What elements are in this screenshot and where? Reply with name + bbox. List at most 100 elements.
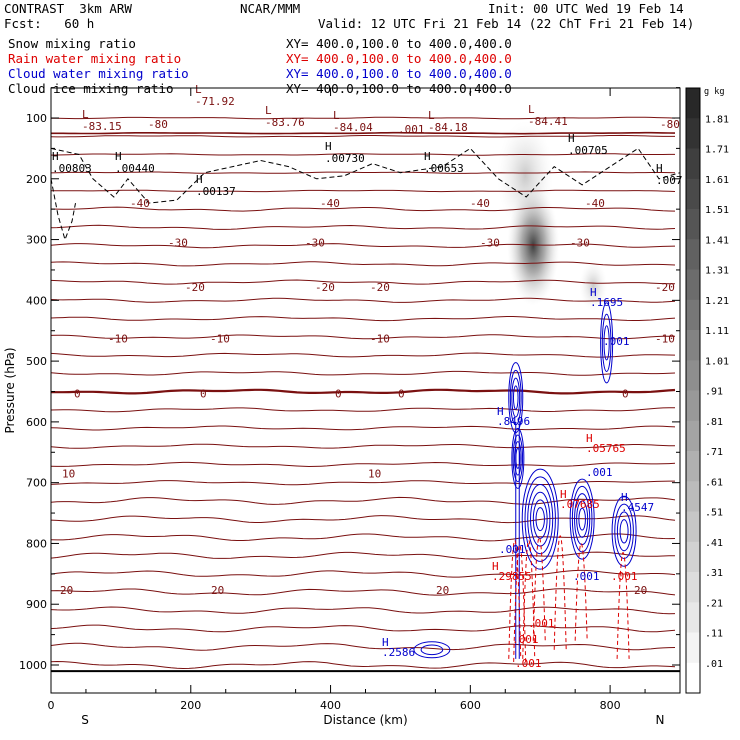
cloud-water-contour bbox=[616, 511, 632, 552]
cloud-water-contour bbox=[420, 644, 444, 656]
temperature-contour-label: 20 bbox=[211, 584, 224, 597]
temperature-contour-line bbox=[51, 297, 676, 303]
field-name-rain: Rain water mixing ratio bbox=[8, 51, 182, 66]
temp-min-value: -71.92 bbox=[195, 95, 235, 108]
colorbar-swatch bbox=[686, 118, 700, 150]
cloud-ice-contour bbox=[51, 178, 76, 242]
temperature-contour-label: -10 bbox=[108, 333, 128, 346]
temperature-contour-line bbox=[51, 243, 676, 249]
colorbar-swatch bbox=[686, 632, 700, 664]
temperature-contour-line bbox=[51, 279, 675, 285]
rain-water-contour bbox=[616, 552, 630, 659]
colorbar-swatch bbox=[686, 511, 700, 543]
ice-max-marker: H bbox=[568, 132, 575, 145]
rain-max-value: .05765 bbox=[586, 442, 626, 455]
x-tick-label: 600 bbox=[460, 699, 481, 712]
temperature-contour-line bbox=[51, 370, 676, 376]
cloud-water-max-value: .4547 bbox=[621, 501, 654, 514]
cloud-water-contour bbox=[601, 313, 612, 372]
ice-max-marker: H bbox=[424, 150, 431, 163]
field-xy-snow: XY= 400.0,100.0 to 400.0,400.0 bbox=[286, 36, 512, 51]
x-tick-label: 200 bbox=[180, 699, 201, 712]
cloud-water-contour bbox=[511, 427, 525, 489]
temperature-contour-line bbox=[51, 134, 675, 138]
ice-max-value: .00803 bbox=[52, 162, 92, 175]
cloud-water-contour bbox=[576, 500, 589, 538]
temperature-contour-label: -10 bbox=[370, 333, 390, 346]
forecast-hour: Fcst: 60 h bbox=[4, 16, 95, 31]
small-contour-value: .001 bbox=[586, 466, 613, 479]
colorbar-swatch bbox=[686, 209, 700, 240]
temperature-contour-label: -40 bbox=[585, 197, 605, 210]
cloud-water-max-value: .2586 bbox=[382, 646, 415, 659]
cloud-water-contour bbox=[524, 476, 556, 562]
temperature-contour-label: -40 bbox=[470, 197, 490, 210]
x-axis-label: Distance (km) bbox=[323, 713, 407, 727]
small-contour-value: .001 bbox=[398, 123, 425, 136]
colorbar-swatch bbox=[686, 662, 700, 694]
colorbar-swatch bbox=[686, 451, 700, 482]
colorbar-level-label: .61 bbox=[705, 477, 723, 488]
colorbar-level-label: 1.01 bbox=[705, 356, 729, 367]
temp-min-marker: L bbox=[82, 108, 89, 121]
temperature-contour-line bbox=[51, 624, 676, 633]
y-tick-label: 1000 bbox=[19, 659, 47, 672]
y-tick-label: 500 bbox=[26, 355, 47, 368]
field-name-snow: Snow mixing ratio bbox=[8, 36, 136, 51]
temperature-contour-label: -80 bbox=[148, 118, 168, 131]
temperature-contour-line bbox=[51, 189, 676, 193]
cloud-water-max-marker: H bbox=[621, 491, 628, 504]
small-contour-value: .001 bbox=[515, 657, 542, 670]
y-tick-label: 800 bbox=[26, 537, 47, 550]
cloud-water-max-marker: H bbox=[590, 286, 597, 299]
temperature-contour-label: 20 bbox=[634, 584, 647, 597]
ice-max-marker: H bbox=[325, 140, 332, 153]
temperature-contour-label: -30 bbox=[305, 237, 325, 250]
temperature-contour-line bbox=[51, 515, 676, 524]
ice-max-marker: H bbox=[196, 173, 203, 186]
temperature-contour-line bbox=[51, 569, 676, 578]
x-tick-label: 0 bbox=[48, 699, 55, 712]
small-contour-value: .001 bbox=[499, 543, 526, 556]
ice-max-marker: H bbox=[656, 162, 663, 175]
temp-min-marker: L bbox=[428, 109, 435, 122]
temperature-contour-line bbox=[51, 551, 676, 560]
temperature-contour-line bbox=[51, 206, 676, 212]
model-name: CONTRAST 3km ARW bbox=[4, 1, 132, 16]
direction-left-label: S bbox=[81, 713, 89, 727]
temperature-contour-label: -30 bbox=[480, 237, 500, 250]
ice-max-value: .00730 bbox=[325, 152, 365, 165]
temperature-contour-line bbox=[51, 407, 675, 413]
rain-max-marker: H bbox=[560, 488, 567, 501]
colorbar-level-label: .71 bbox=[705, 447, 723, 458]
x-tick-label: 400 bbox=[320, 699, 341, 712]
temperature-contour-line bbox=[51, 642, 676, 651]
temp-min-marker: L bbox=[265, 104, 272, 117]
cloud-water-contour bbox=[571, 485, 593, 553]
colorbar-level-label: 1.41 bbox=[705, 235, 729, 246]
ice-max-value: .00653 bbox=[424, 162, 464, 175]
cloud-water-contour bbox=[569, 478, 595, 560]
small-contour-value: .001 bbox=[573, 570, 600, 583]
colorbar-swatch bbox=[686, 178, 700, 210]
colorbar-level-label: .41 bbox=[705, 538, 723, 549]
colorbar-swatch bbox=[686, 148, 700, 180]
rain-water-contour bbox=[553, 535, 567, 650]
colorbar-swatch bbox=[686, 88, 700, 119]
cloud-water-contour bbox=[512, 434, 524, 483]
temperature-contour-line bbox=[51, 224, 676, 230]
small-contour-value: .001 bbox=[611, 570, 638, 583]
organization: NCAR/MMM bbox=[240, 1, 301, 16]
cloud-water-max-marker: H bbox=[497, 405, 504, 418]
temperature-contour-line bbox=[51, 461, 676, 468]
temperature-contour-line bbox=[51, 660, 676, 670]
temperature-contour-line bbox=[51, 334, 675, 340]
y-axis-label: Pressure (hPa) bbox=[3, 347, 17, 433]
temperature-contour-label: -30 bbox=[570, 237, 590, 250]
temperature-contour-label: 10 bbox=[62, 468, 75, 481]
colorbar-level-label: 1.71 bbox=[705, 145, 729, 156]
cloud-water-contour bbox=[619, 519, 629, 544]
colorbar-level-label: 1.11 bbox=[705, 326, 729, 337]
colorbar-level-label: 1.51 bbox=[705, 205, 729, 216]
temperature-contour-label: -10 bbox=[210, 333, 230, 346]
